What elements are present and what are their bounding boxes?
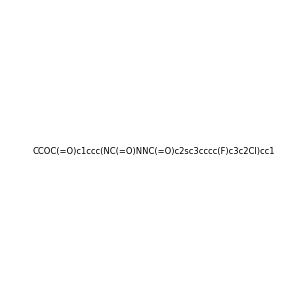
Text: CCOC(=O)c1ccc(NC(=O)NNC(=O)c2sc3cccc(F)c3c2Cl)cc1: CCOC(=O)c1ccc(NC(=O)NNC(=O)c2sc3cccc(F)c… [32,147,275,156]
